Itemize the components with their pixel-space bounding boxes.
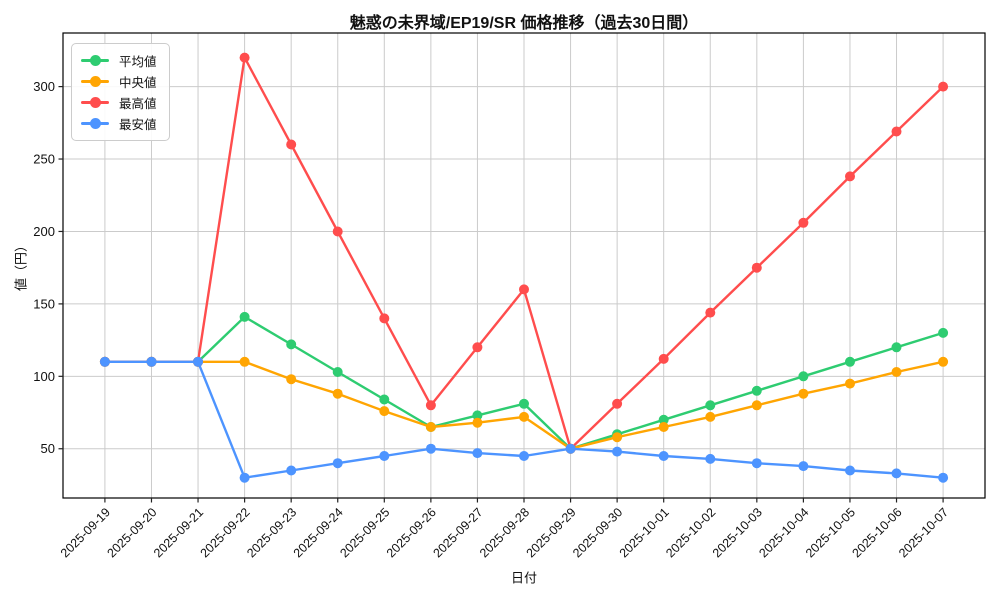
legend-line-marker-average xyxy=(81,55,109,66)
data-point-marker xyxy=(99,356,110,367)
legend-label-min: 最安値 xyxy=(119,118,157,132)
y-axis-label: 値（円） xyxy=(13,238,29,292)
data-point-marker xyxy=(845,378,855,389)
data-point-marker xyxy=(193,356,203,367)
legend-item-average: 平均値 xyxy=(81,50,157,71)
grid xyxy=(63,33,985,498)
data-point-marker xyxy=(612,432,623,443)
data-point-marker xyxy=(379,394,390,405)
data-point-marker xyxy=(612,446,623,457)
legend-line-marker-min xyxy=(81,118,109,129)
data-point-marker xyxy=(379,406,390,417)
data-point-marker xyxy=(705,400,716,411)
data-point-marker xyxy=(239,52,250,63)
y-tick-label: 250 xyxy=(33,152,55,167)
data-point-marker xyxy=(891,468,902,479)
data-point-marker xyxy=(845,171,855,182)
y-tick-label: 300 xyxy=(33,79,55,94)
data-point-marker xyxy=(519,411,529,422)
data-point-marker xyxy=(612,398,623,409)
x-axis-label: 日付 xyxy=(510,570,538,586)
data-point-marker xyxy=(938,356,949,367)
data-point-marker xyxy=(891,342,902,353)
data-point-marker xyxy=(472,342,483,353)
data-point-marker xyxy=(519,284,529,295)
data-point-marker xyxy=(519,398,529,409)
data-point-marker xyxy=(938,81,949,92)
data-point-marker xyxy=(472,417,483,428)
axis-ticks: 501001502002503002025-09-192025-09-20202… xyxy=(33,79,951,560)
data-point-marker xyxy=(332,367,343,377)
data-point-marker xyxy=(658,451,669,461)
data-point-marker xyxy=(938,327,949,338)
data-point-marker xyxy=(286,139,297,150)
data-point-marker xyxy=(239,472,250,483)
legend-item-max: 最高値 xyxy=(81,92,157,113)
data-point-marker xyxy=(286,465,297,476)
legend-label-median: 中央値 xyxy=(119,76,157,90)
data-point-marker xyxy=(425,400,436,411)
legend-line-marker-max xyxy=(81,97,109,108)
y-tick-label: 200 xyxy=(33,224,55,239)
series-line xyxy=(99,356,949,483)
data-point-marker xyxy=(751,385,762,396)
x-tick-label: 2025-10-07 xyxy=(896,505,951,560)
legend-item-min: 最安値 xyxy=(81,113,157,134)
legend-label-average: 平均値 xyxy=(119,55,157,69)
data-point-marker xyxy=(751,458,762,469)
data-point-marker xyxy=(705,307,716,318)
data-point-marker xyxy=(751,400,762,411)
data-point-marker xyxy=(845,356,855,367)
data-point-marker xyxy=(891,126,902,137)
data-point-marker xyxy=(332,226,343,237)
y-tick-label: 100 xyxy=(33,369,55,384)
data-point-marker xyxy=(798,371,809,382)
legend: 平均値 中央値 最高値 最安値 xyxy=(71,43,170,141)
chart-title: 魅惑の未界域/EP19/SR 価格推移（過去30日間） xyxy=(349,15,699,32)
data-point-marker xyxy=(425,443,436,454)
data-point-marker xyxy=(239,356,250,367)
data-point-marker xyxy=(938,472,949,483)
data-point-marker xyxy=(658,422,669,432)
data-point-marker xyxy=(798,217,809,228)
data-point-marker xyxy=(751,262,762,273)
data-point-marker xyxy=(332,458,343,469)
y-tick-label: 50 xyxy=(41,441,55,456)
data-point-marker xyxy=(565,443,576,454)
data-point-marker xyxy=(705,453,716,464)
legend-label-max: 最高値 xyxy=(119,97,157,111)
data-point-marker xyxy=(239,311,250,322)
legend-item-median: 中央値 xyxy=(81,71,157,92)
legend-line-marker-median xyxy=(81,76,109,87)
data-point-marker xyxy=(146,356,157,367)
data-point-marker xyxy=(845,465,855,476)
data-point-marker xyxy=(379,313,390,324)
data-point-marker xyxy=(472,448,483,459)
y-tick-label: 150 xyxy=(33,296,55,311)
data-point-marker xyxy=(425,422,436,432)
data-point-marker xyxy=(798,461,809,472)
data-point-marker xyxy=(519,451,529,461)
data-point-marker xyxy=(472,410,483,421)
data-point-marker xyxy=(705,411,716,422)
data-point-marker xyxy=(658,353,669,364)
data-point-marker xyxy=(891,367,902,377)
data-point-marker xyxy=(286,339,297,350)
data-point-marker xyxy=(658,414,669,425)
data-point-marker xyxy=(379,451,390,461)
data-point-marker xyxy=(798,388,809,399)
data-point-marker xyxy=(286,374,297,385)
data-point-marker xyxy=(332,388,343,399)
